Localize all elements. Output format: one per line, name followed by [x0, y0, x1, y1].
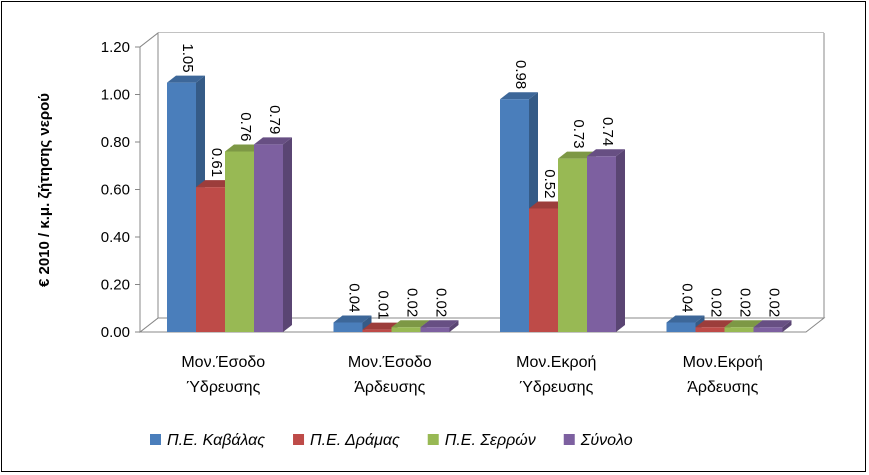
data-label: 0.76 — [237, 112, 254, 141]
legend-swatch — [563, 434, 575, 445]
legend-item: Π.Ε. Καβάλας — [150, 432, 265, 449]
bar-top — [666, 315, 705, 323]
bar — [587, 149, 625, 332]
bar-face — [753, 327, 783, 332]
bar-face — [420, 327, 450, 332]
legend-swatch — [293, 434, 305, 445]
bar-top — [500, 92, 538, 100]
bar-top — [558, 151, 596, 159]
bar-side — [782, 320, 792, 332]
bar-top — [695, 320, 734, 328]
legend-label: Π.Ε. Σερρών — [445, 432, 536, 449]
bar — [254, 137, 292, 332]
bar-top — [254, 137, 292, 145]
bar-face — [196, 187, 225, 332]
bar-face — [333, 322, 363, 332]
bar-face — [254, 144, 283, 332]
legend-swatch — [150, 434, 161, 445]
bar-face — [695, 327, 725, 332]
data-label: 0.04 — [679, 283, 696, 312]
data-label: 0.52 — [541, 169, 558, 198]
data-label: 0.01 — [375, 290, 392, 319]
data-label: 0.02 — [708, 288, 725, 317]
bar-top — [196, 180, 234, 188]
bar-face — [500, 99, 529, 332]
y-axis-ticks: 0.00 0.20 0.40 0.60 0.80 1.00 1.20 — [101, 39, 130, 341]
x-category-label: Άρδευσης — [687, 379, 758, 396]
bar — [753, 320, 792, 332]
data-label: 0.02 — [766, 288, 783, 317]
data-label: 0.73 — [570, 119, 587, 148]
back-wall — [158, 33, 824, 318]
legend-label: Σύνολο — [580, 432, 633, 449]
bar-face — [529, 208, 558, 332]
bar-top — [724, 320, 763, 328]
x-axis-categories: Μον.Έσοδο Ύδρευσης Μον.Έσοδο Άρδευσης Μον.Εκ… — [181, 354, 763, 396]
bar — [420, 320, 459, 332]
bar-top — [333, 315, 372, 323]
bars — [167, 75, 792, 332]
bar-face — [666, 322, 696, 332]
data-label: 1.05 — [179, 43, 196, 72]
y-tick-label: 0.60 — [101, 182, 130, 199]
x-category-label: Μον.Έσοδο — [181, 354, 265, 371]
legend-item: Σύνολο — [563, 432, 633, 449]
bar-side — [283, 137, 292, 332]
x-category-label: Ύδρευσης — [186, 379, 260, 396]
bar-top — [391, 320, 430, 328]
y-tick-label: 1.00 — [101, 87, 130, 104]
bar-top — [225, 144, 263, 152]
chart-walls — [138, 31, 826, 334]
data-label: 0.02 — [737, 288, 754, 317]
x-category-label: Ύδρευσης — [519, 379, 593, 396]
data-label: 0.74 — [599, 117, 616, 146]
x-category-label: Μον.Έσοδο — [348, 354, 432, 371]
bar-face — [558, 158, 587, 332]
bar-top — [420, 320, 459, 328]
bar-top — [167, 75, 205, 83]
legend-swatch — [427, 434, 439, 445]
x-category-label: Άρδευσης — [354, 379, 425, 396]
bar-top — [753, 320, 792, 328]
data-label: 0.02 — [404, 288, 421, 317]
data-label: 0.02 — [433, 288, 450, 317]
y-tick-label: 1.20 — [101, 39, 130, 56]
data-label: 0.79 — [266, 105, 283, 134]
y-tick-label: 0.00 — [101, 324, 130, 341]
data-label: 0.98 — [512, 60, 529, 89]
bar-face — [362, 329, 392, 332]
bar-face — [391, 327, 421, 332]
legend: Π.Ε. Καβάλας Π.Ε. Δράμας Π.Ε. Σερρών Σύνολο — [150, 432, 633, 449]
x-category-label: Μον.Εκροή — [516, 354, 596, 371]
bar-top — [587, 149, 625, 157]
side-wall — [139, 31, 159, 334]
legend-item: Π.Ε. Σερρών — [427, 432, 536, 449]
data-label: 0.61 — [208, 148, 225, 177]
y-tick-label: 0.40 — [101, 229, 130, 246]
data-labels: 1.05 0.61 0.76 0.79 0.04 0.01 0.02 0.02 0.98 0.52… — [179, 43, 783, 319]
bar-face — [587, 156, 616, 332]
y-axis-label: € 2010 / κ.μ. ζήτησης νερού — [36, 93, 53, 287]
legend-item: Π.Ε. Δράμας — [293, 432, 400, 449]
data-label: 0.04 — [346, 283, 363, 312]
legend-label: Π.Ε. Δράμας — [310, 432, 400, 449]
bar-side — [616, 149, 625, 332]
bar-top — [362, 322, 401, 330]
x-category-label: Μον.Εκροή — [683, 354, 763, 371]
bar-face — [724, 327, 754, 332]
bar-top — [529, 201, 567, 209]
y-tick-label: 0.20 — [101, 277, 130, 294]
legend-label: Π.Ε. Καβάλας — [167, 432, 265, 449]
bar-face — [167, 82, 196, 332]
bar-face — [225, 151, 254, 332]
bar-side — [449, 320, 459, 332]
y-tick-label: 0.80 — [101, 134, 130, 151]
